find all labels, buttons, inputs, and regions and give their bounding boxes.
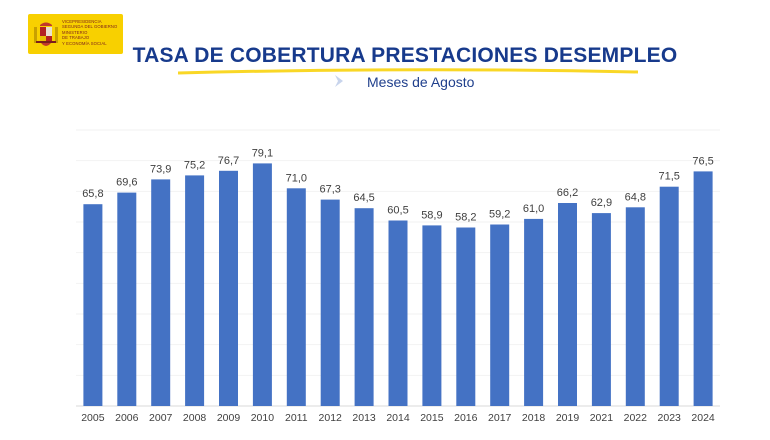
x-tick-label-2023: 2023 xyxy=(658,412,682,424)
data-label-2023: 71,5 xyxy=(658,171,679,183)
data-label-2007: 73,9 xyxy=(150,163,171,175)
x-tick-label-2014: 2014 xyxy=(386,412,410,424)
data-label-2008: 75,2 xyxy=(184,159,205,171)
logo-line: SEGUNDA DEL GOBIERNO xyxy=(62,24,118,30)
bar-2009 xyxy=(219,170,238,406)
bar-2017 xyxy=(490,224,510,406)
x-tick-label-2017: 2017 xyxy=(488,412,512,424)
x-tick-label-2011: 2011 xyxy=(285,412,308,424)
bar-2018 xyxy=(524,218,544,406)
data-label-2022: 64,8 xyxy=(625,191,646,203)
title-underline xyxy=(178,68,638,75)
logo-line: Y ECONOMÍA SOCIAL xyxy=(62,40,107,46)
data-label-2017: 59,2 xyxy=(489,209,510,221)
data-label-2015: 58,9 xyxy=(421,209,442,221)
x-tick-label-2009: 2009 xyxy=(217,412,241,424)
data-label-2012: 67,3 xyxy=(319,184,340,196)
bar-2010 xyxy=(252,163,272,406)
x-tick-label-2022: 2022 xyxy=(624,412,648,424)
x-tick-label-2013: 2013 xyxy=(352,412,376,424)
page-title: TASA DE COBERTURA PRESTACIONES DESEMPLEO xyxy=(132,44,678,67)
coat-of-arms-icon xyxy=(34,22,58,46)
logo-text: VICEPRESIDENCIA SEGUNDA DEL GOBIERNO MIN… xyxy=(62,19,122,46)
logo-line: MINISTERIO xyxy=(62,29,88,35)
data-label-2018: 61,0 xyxy=(523,203,544,215)
data-label-2013: 64,5 xyxy=(353,192,374,204)
bar-2022 xyxy=(625,207,645,406)
logo-line: VICEPRESIDENCIA xyxy=(62,19,102,24)
data-label-2011: 71,0 xyxy=(286,172,307,184)
bar-2011 xyxy=(286,188,306,406)
x-tick-label-2016: 2016 xyxy=(454,412,478,424)
bar-2006 xyxy=(117,192,137,406)
data-label-2019: 66,2 xyxy=(557,187,578,199)
x-tick-label-2018: 2018 xyxy=(522,412,546,424)
bar-2016 xyxy=(456,227,476,406)
bar-2024 xyxy=(693,171,713,406)
ministry-logo: VICEPRESIDENCIA SEGUNDA DEL GOBIERNO MIN… xyxy=(28,14,123,54)
bar-2021 xyxy=(591,213,611,406)
x-tick-label-2021: 2021 xyxy=(590,412,614,424)
bar-2007 xyxy=(151,179,171,406)
bar-2014 xyxy=(388,220,408,406)
bar-2008 xyxy=(185,175,205,406)
data-label-2009: 76,7 xyxy=(218,155,239,167)
x-tick-label-2015: 2015 xyxy=(420,412,444,424)
x-tick-label-2010: 2010 xyxy=(251,412,275,424)
x-tick-label-2005: 2005 xyxy=(81,412,105,424)
x-tick-label-2012: 2012 xyxy=(319,412,343,424)
bar-2013 xyxy=(354,208,374,406)
data-label-2006: 69,6 xyxy=(116,177,137,189)
x-tick-label-2006: 2006 xyxy=(115,412,139,424)
logo-line: DE TRABAJO xyxy=(62,35,90,41)
chart-subtitle: Meses de Agosto xyxy=(367,74,475,90)
data-label-2021: 62,9 xyxy=(591,197,612,209)
x-tick-label-2019: 2019 xyxy=(556,412,580,424)
data-label-2014: 60,5 xyxy=(387,205,408,217)
data-label-2024: 76,5 xyxy=(692,155,713,167)
data-label-2005: 65,8 xyxy=(82,188,103,200)
x-tick-label-2007: 2007 xyxy=(149,412,173,424)
bar-2015 xyxy=(422,225,442,406)
data-label-2010: 79,1 xyxy=(252,147,273,159)
data-label-2016: 58,2 xyxy=(455,212,476,224)
chevron-right-icon xyxy=(335,75,343,87)
x-tick-label-2008: 2008 xyxy=(183,412,207,424)
bar-2023 xyxy=(659,186,679,406)
bar-2012 xyxy=(320,199,340,406)
bar-2019 xyxy=(558,203,577,406)
x-tick-label-2024: 2024 xyxy=(691,412,715,424)
bar-2005 xyxy=(83,204,103,406)
